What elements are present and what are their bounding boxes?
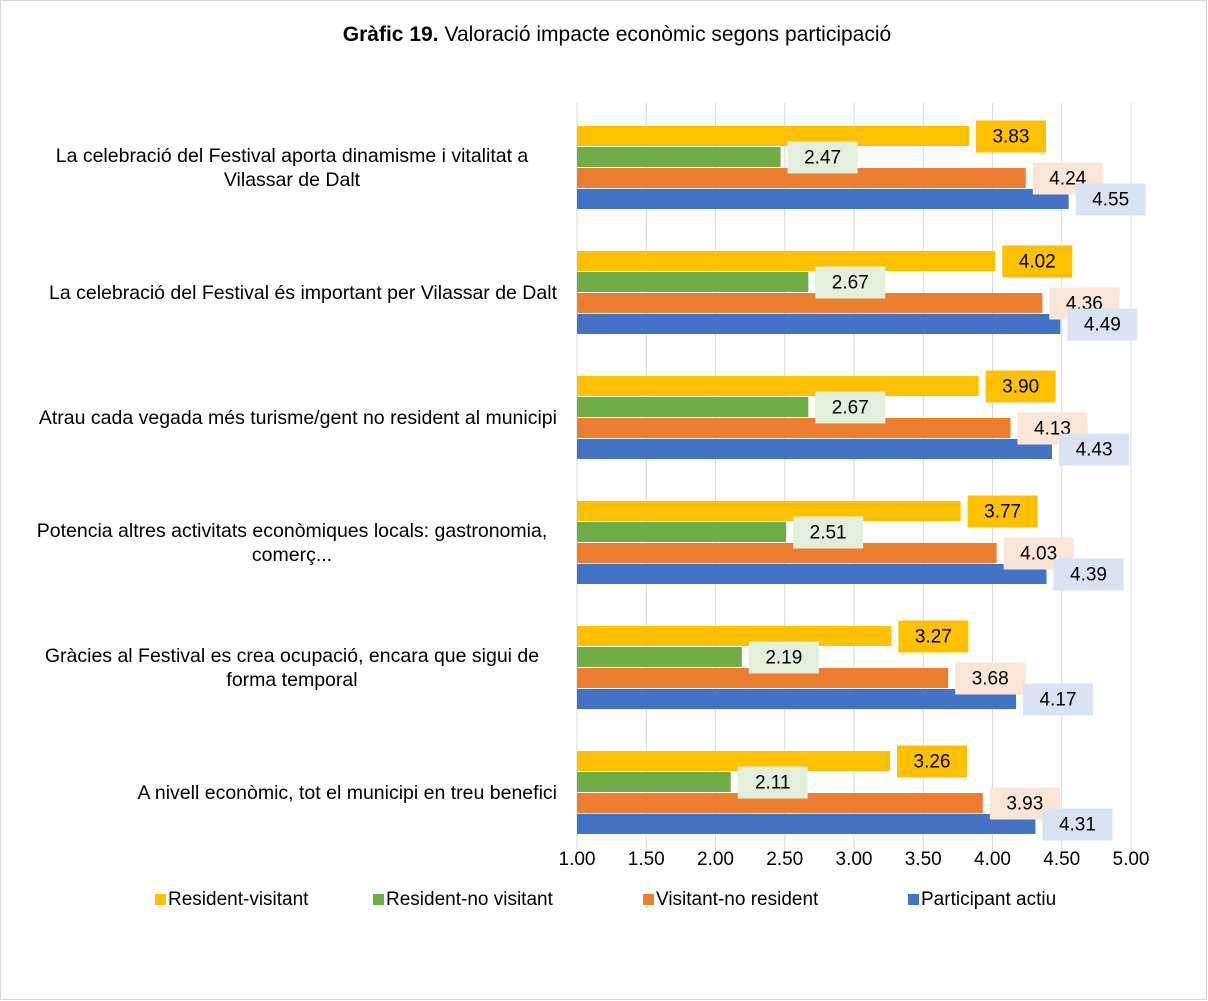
x-tick-label: 2.00 [697, 849, 734, 870]
bar [577, 772, 731, 792]
chart-title: Gràfic 19. Valoració impacte econòmic seg… [343, 23, 891, 46]
data-label-box [1059, 433, 1130, 466]
data-label: 4.02 [1019, 252, 1056, 273]
data-label-box [1023, 683, 1094, 716]
data-label-box [1067, 308, 1138, 341]
data-label: 2.67 [832, 273, 869, 294]
data-label-box [737, 766, 808, 799]
legend-swatch [373, 894, 384, 905]
data-label: 2.19 [765, 648, 802, 669]
data-label-box [897, 745, 968, 778]
legend-label: Participant actiu [921, 889, 1056, 910]
bar [577, 251, 996, 271]
bar [577, 439, 1053, 459]
bar [577, 668, 949, 688]
bar [577, 397, 809, 417]
bar [577, 376, 979, 396]
x-tick-label: 1.50 [628, 849, 665, 870]
data-label: 2.67 [832, 398, 869, 419]
data-label: 4.39 [1070, 565, 1107, 586]
data-label: 2.51 [810, 523, 847, 544]
data-label: 4.03 [1020, 544, 1057, 565]
data-label-box [793, 516, 864, 549]
data-label: 4.17 [1040, 690, 1077, 711]
data-label: 3.68 [972, 669, 1009, 690]
x-tick-label: 3.50 [905, 849, 942, 870]
x-tick-label: 1.00 [559, 849, 596, 870]
bar [577, 126, 969, 146]
category-label: La celebració del Festival aporta dinami… [55, 145, 529, 191]
data-label-box [955, 662, 1026, 695]
data-label-box [967, 495, 1038, 528]
data-label: 3.77 [984, 502, 1021, 523]
bar [577, 418, 1011, 438]
data-label: 3.90 [1002, 377, 1039, 398]
data-label-box [1053, 558, 1124, 591]
category-label: Atrau cada vegada més turisme/gent no re… [38, 407, 557, 429]
bar [577, 293, 1043, 313]
data-label: 2.11 [755, 773, 791, 794]
bar [577, 168, 1026, 188]
category-label: Potencia altres activitats econòmiques l… [36, 520, 548, 566]
bar [577, 814, 1036, 834]
category-label: Gràcies al Festival es crea ocupació, en… [44, 645, 540, 691]
x-tick-label: 4.50 [1043, 849, 1080, 870]
data-label: 2.47 [804, 148, 841, 169]
data-label-box [787, 141, 858, 174]
data-label: 4.55 [1092, 190, 1129, 211]
data-label: 3.83 [992, 127, 1029, 148]
category-label: A nivell econòmic, tot el municipi en tr… [137, 782, 557, 804]
data-label: 3.93 [1006, 794, 1043, 815]
data-label-box [1075, 183, 1146, 216]
data-label: 3.26 [914, 752, 951, 773]
bar [577, 543, 997, 563]
bar [577, 793, 983, 813]
x-tick-label: 3.00 [836, 849, 873, 870]
bar [577, 189, 1069, 209]
data-label-box [975, 120, 1046, 153]
legend-label: Visitant-no resident [656, 889, 819, 910]
bar [577, 689, 1017, 709]
bar [577, 564, 1047, 584]
title-label: Gràfic 19. [343, 23, 439, 46]
bar [577, 522, 787, 542]
x-tick-label: 2.50 [766, 849, 803, 870]
data-label-box [815, 391, 886, 424]
bar [577, 647, 742, 667]
bar [577, 626, 892, 646]
x-tick-label: 5.00 [1113, 849, 1150, 870]
bar [577, 314, 1061, 334]
data-label-box [748, 641, 819, 674]
data-label-box [985, 370, 1056, 403]
bar [577, 147, 781, 167]
data-label: 4.31 [1059, 815, 1096, 836]
legend-swatch [908, 894, 919, 905]
data-label-box [1042, 808, 1113, 841]
data-label: 3.27 [915, 627, 952, 648]
legend-swatch [155, 894, 166, 905]
data-label-box [815, 266, 886, 299]
data-label-box [898, 620, 969, 653]
data-label: 4.49 [1084, 315, 1121, 336]
category-label: La celebració del Festival és important … [49, 282, 557, 304]
bar [577, 272, 809, 292]
legend-label: Resident-visitant [168, 889, 309, 910]
data-label: 4.43 [1076, 440, 1113, 461]
data-label-box [1002, 245, 1073, 278]
bar [577, 501, 961, 521]
legend-label: Resident-no visitant [386, 889, 554, 910]
legend-swatch [643, 894, 654, 905]
title-text: Valoració impacte econòmic segons partic… [445, 23, 892, 46]
x-tick-label: 4.00 [974, 849, 1011, 870]
bar [577, 751, 891, 771]
